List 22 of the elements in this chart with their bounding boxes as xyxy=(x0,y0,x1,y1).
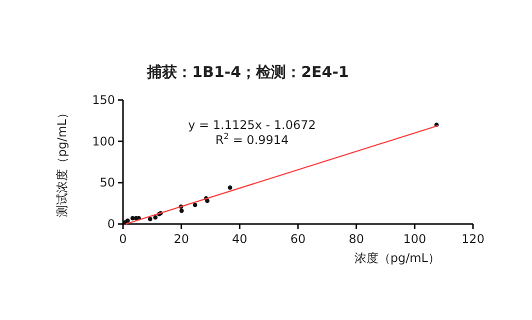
x-tick-label: 80 xyxy=(348,232,364,246)
point xyxy=(179,208,184,213)
x-tick-label: 20 xyxy=(174,232,189,246)
point xyxy=(153,215,158,220)
point xyxy=(148,216,152,222)
x-tick-label: 120 xyxy=(462,232,484,246)
y-tick-label: 100 xyxy=(92,134,115,148)
annotation: R$^{2}$ = 0.9914 xyxy=(215,131,289,147)
point xyxy=(205,198,210,204)
x-axis-title: 浓度（pg/mL） xyxy=(354,251,440,265)
x-tick-label: 100 xyxy=(403,232,426,246)
x-tick-label: 40 xyxy=(232,232,248,246)
y-tick-label: 50 xyxy=(100,176,115,190)
y-tick-label: 150 xyxy=(92,93,115,107)
point xyxy=(192,202,198,208)
y-tick-label: 0 xyxy=(107,217,115,231)
y-axis-title: 测试浓度（pg/mL） xyxy=(55,107,69,217)
annotation: y = 1.1125x - 1.0672 xyxy=(188,118,316,132)
point xyxy=(228,185,232,190)
chart-title: 捕获：1B1-4；检测：2E4-1 xyxy=(146,63,349,81)
x-tick-label: 60 xyxy=(290,232,306,246)
x-tick-label: 0 xyxy=(119,232,127,246)
